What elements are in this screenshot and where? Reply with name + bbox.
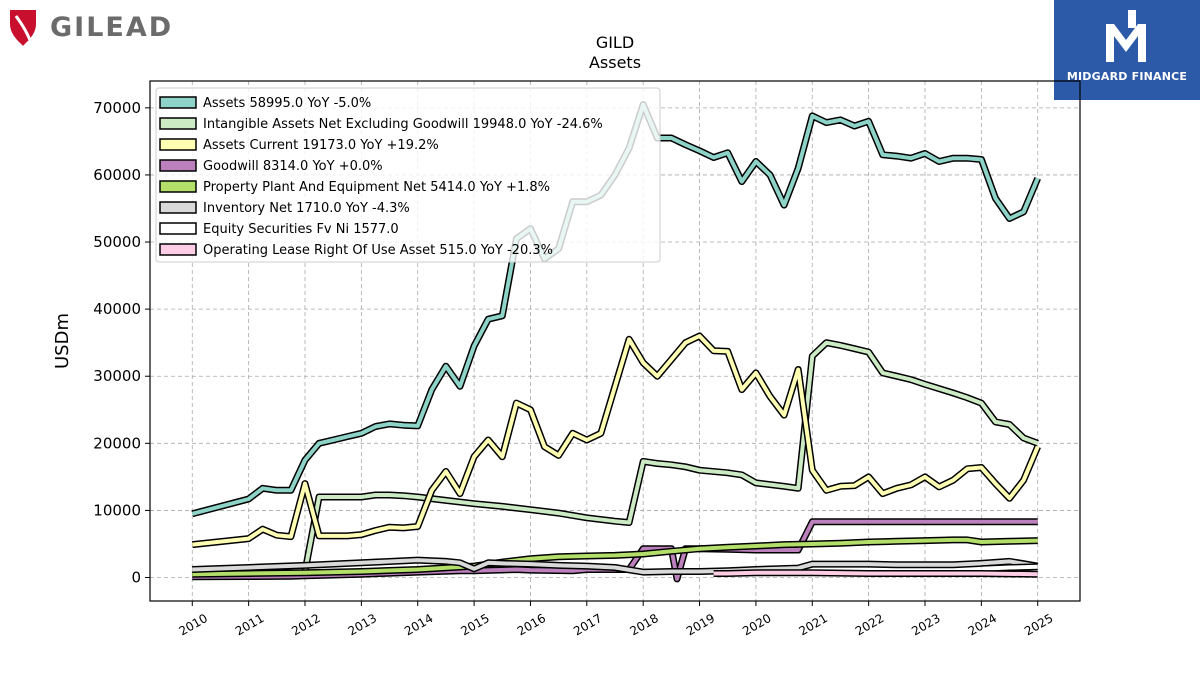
x-tick-label: 2018 xyxy=(627,611,660,638)
legend-label-intangible-assets-net-excluding-goodwill: Intangible Assets Net Excluding Goodwill… xyxy=(203,117,603,132)
gilead-shield-icon xyxy=(10,10,36,46)
legend-label-operating-lease-right-of-use-asset: Operating Lease Right Of Use Asset 515.0… xyxy=(203,243,553,258)
x-axis: 2010 2011 2012 2013 2014 2015 2016 2017 2018 2019… xyxy=(177,601,1055,638)
legend-swatch-operating-lease-right-of-use-asset xyxy=(159,243,197,256)
legend-swatch-assets xyxy=(159,96,197,109)
x-tick-label: 2010 xyxy=(177,611,210,638)
x-tick-label: 2022 xyxy=(853,611,886,638)
legend-label-inventory-net: Inventory Net 1710.0 YoY -4.3% xyxy=(203,201,410,216)
x-tick-label: 2023 xyxy=(909,611,942,638)
x-tick-label: 2011 xyxy=(233,611,266,638)
legend-swatch-property-plant-and-equipment-net xyxy=(159,180,197,193)
legend-swatch-equity-securities-fv-ni xyxy=(159,222,197,235)
midgard-finance-logo: MIDGARD FINANCE xyxy=(1054,0,1200,100)
legend-label-property-plant-and-equipment-net: Property Plant And Equipment Net 5414.0 … xyxy=(203,180,550,195)
plot-frame xyxy=(149,80,1081,602)
y-tick-label: 40000 xyxy=(93,300,141,318)
x-tick-label: 2017 xyxy=(571,611,604,638)
y-tick-label: 30000 xyxy=(93,367,141,385)
y-tick-label: 70000 xyxy=(93,99,141,117)
y-tick-label: 60000 xyxy=(93,166,141,184)
legend-swatch-goodwill xyxy=(159,159,197,172)
legend-box xyxy=(155,87,661,263)
x-tick-label: 2019 xyxy=(684,611,717,638)
legend-swatch-intangible-assets-net-excluding-goodwill xyxy=(159,117,197,130)
legend: Assets 58995.0 YoY -5.0% Intangible Asset… xyxy=(155,87,661,263)
legend-label-assets: Assets 58995.0 YoY -5.0% xyxy=(203,96,371,111)
series-line-property-plant-and-equipment-net xyxy=(192,537,1038,577)
legend-label-equity-securities-fv-ni: Equity Securities Fv Ni 1577.0 xyxy=(203,222,399,237)
y-tick-label: 10000 xyxy=(93,501,141,519)
series-line-assets-current xyxy=(192,334,1040,547)
gilead-logo: GILEAD xyxy=(6,6,171,48)
legend-swatch-assets-current xyxy=(159,138,197,151)
x-tick-label: 2016 xyxy=(515,611,548,638)
chart-title: GILD xyxy=(596,33,634,52)
y-tick-label: 20000 xyxy=(93,434,141,452)
legend-swatch-inventory-net xyxy=(159,201,197,214)
x-tick-label: 2025 xyxy=(1022,611,1055,638)
series-line-equity-securities-fv-ni xyxy=(981,564,1038,571)
series-line-intangible-assets-net-excluding-goodwill xyxy=(303,340,1039,572)
y-tick-label: 50000 xyxy=(93,233,141,251)
series-line-operating-lease-right-of-use-asset xyxy=(713,570,1038,577)
y-axis-label: USDm xyxy=(52,313,73,369)
legend-label-goodwill: Goodwill 8314.0 YoY +0.0% xyxy=(203,159,383,174)
series-line-inventory-net xyxy=(192,558,1039,575)
partner-name: MIDGARD FINANCE xyxy=(1066,70,1188,83)
x-tick-label: 2020 xyxy=(740,611,773,638)
brand-name: GILEAD xyxy=(50,12,174,43)
x-tick-label: 2012 xyxy=(289,611,322,638)
y-tick-label: 0 xyxy=(131,569,141,587)
midgard-logo-icon xyxy=(1106,10,1146,62)
legend-label-assets-current: Assets Current 19173.0 YoY +19.2% xyxy=(203,138,439,153)
chart-subtitle: Assets xyxy=(589,53,641,72)
x-tick-label: 2024 xyxy=(966,611,999,638)
x-tick-label: 2015 xyxy=(458,611,491,638)
x-tick-label: 2013 xyxy=(346,611,379,638)
x-tick-label: 2021 xyxy=(797,611,830,638)
y-axis: 0 10000 20000 30000 40000 50000 60000 70000 xyxy=(93,99,150,587)
x-tick-label: 2014 xyxy=(402,611,435,638)
